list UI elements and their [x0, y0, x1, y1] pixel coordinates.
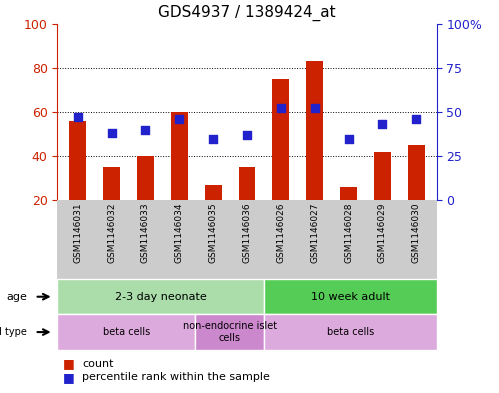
Point — [243, 132, 251, 138]
Point — [209, 135, 217, 141]
Bar — [306, 61, 323, 200]
Text: 10 week adult: 10 week adult — [311, 292, 390, 302]
Text: GSM1146028: GSM1146028 — [344, 203, 353, 263]
Text: cell type: cell type — [0, 327, 27, 337]
Point — [311, 105, 319, 112]
Point — [277, 105, 285, 112]
Point — [412, 116, 420, 122]
Text: ■: ■ — [62, 357, 74, 370]
Point — [108, 130, 116, 136]
Text: beta cells: beta cells — [103, 327, 150, 337]
Text: GSM1146029: GSM1146029 — [378, 203, 387, 263]
Text: GSM1146032: GSM1146032 — [107, 203, 116, 263]
Bar — [69, 121, 86, 200]
Text: GSM1146026: GSM1146026 — [276, 203, 285, 263]
Point — [345, 135, 353, 141]
Text: GSM1146030: GSM1146030 — [412, 203, 421, 263]
Bar — [239, 167, 255, 200]
Title: GDS4937 / 1389424_at: GDS4937 / 1389424_at — [158, 5, 336, 21]
Text: 2-3 day neonate: 2-3 day neonate — [115, 292, 207, 302]
Text: count: count — [82, 358, 114, 369]
Bar — [171, 112, 188, 200]
Point — [141, 127, 149, 133]
Text: GSM1146034: GSM1146034 — [175, 203, 184, 263]
Text: GSM1146033: GSM1146033 — [141, 203, 150, 263]
Point — [378, 121, 386, 127]
Bar — [340, 187, 357, 200]
Bar — [264, 314, 437, 350]
Bar — [57, 279, 264, 314]
Text: non-endocrine islet
cells: non-endocrine islet cells — [183, 321, 277, 343]
Bar — [103, 167, 120, 200]
Text: ■: ■ — [62, 371, 74, 384]
Bar — [272, 79, 289, 200]
Bar — [408, 145, 425, 200]
Text: age: age — [6, 292, 27, 302]
Text: percentile rank within the sample: percentile rank within the sample — [82, 372, 270, 382]
Bar — [264, 279, 437, 314]
Text: GSM1146031: GSM1146031 — [73, 203, 82, 263]
Bar — [374, 152, 391, 200]
Bar — [205, 185, 222, 200]
Bar — [57, 314, 195, 350]
Point — [74, 114, 82, 120]
Bar — [195, 314, 264, 350]
Text: GSM1146027: GSM1146027 — [310, 203, 319, 263]
Bar — [137, 156, 154, 200]
Point — [175, 116, 183, 122]
Text: beta cells: beta cells — [327, 327, 374, 337]
Text: GSM1146035: GSM1146035 — [209, 203, 218, 263]
Text: GSM1146036: GSM1146036 — [243, 203, 251, 263]
